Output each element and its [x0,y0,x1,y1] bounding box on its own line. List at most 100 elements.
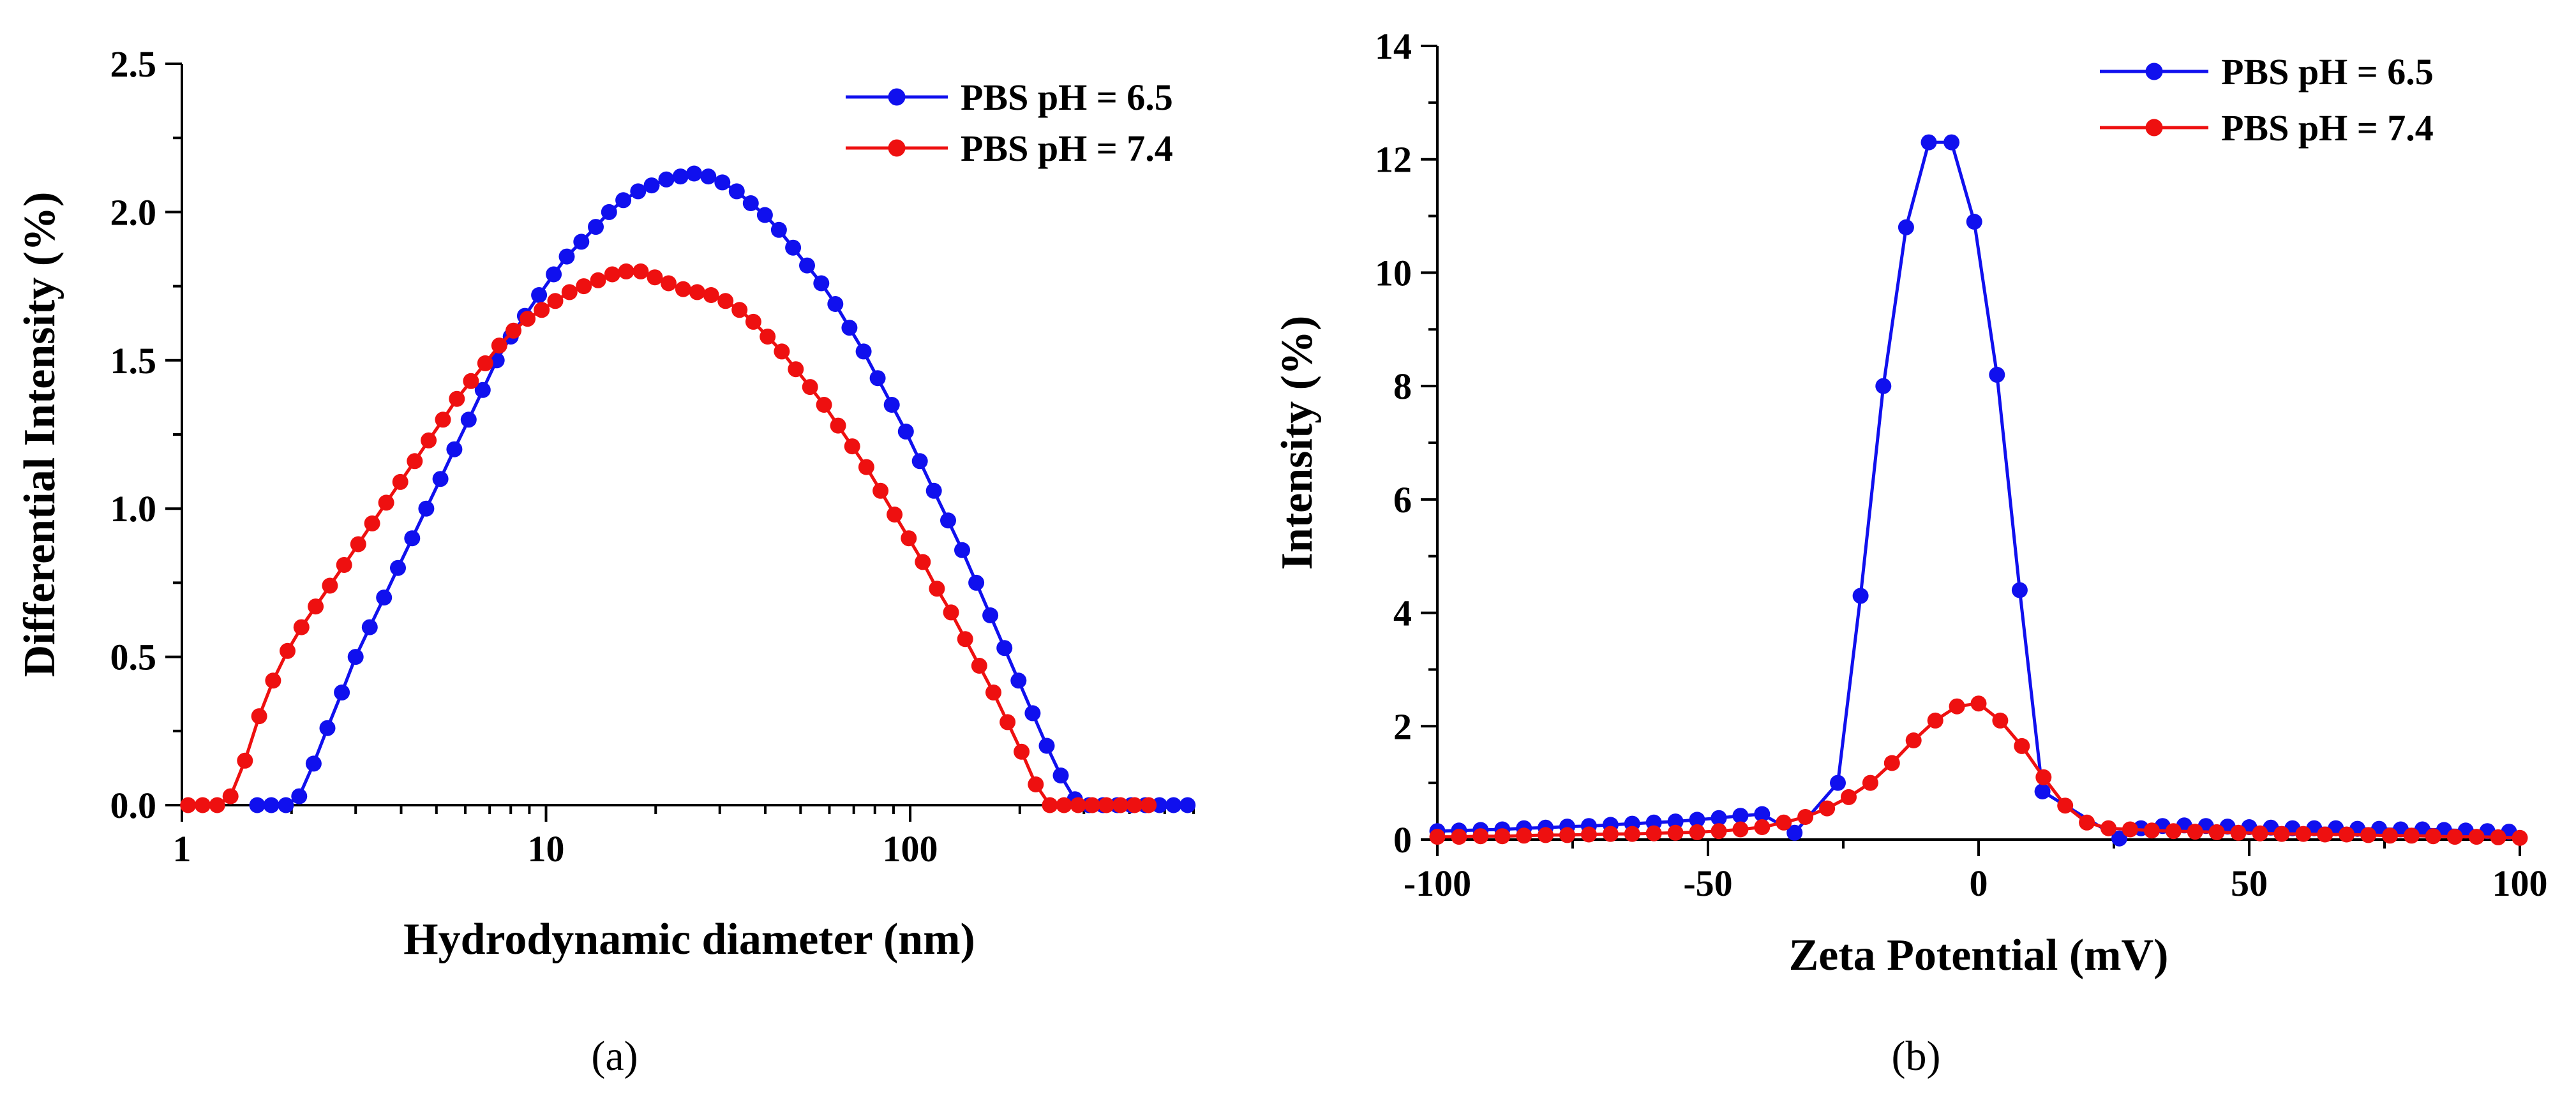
data-point [347,649,364,665]
data-point [1538,827,1554,843]
legend-marker-2 [2145,119,2163,137]
data-point [996,640,1013,656]
legend-label-1: PBS pH = 6.5 [2221,51,2434,93]
data-point [1711,823,1727,840]
data-point [911,453,928,470]
data-point [319,720,336,736]
data-point [2187,824,2203,840]
x-tick-label: -100 [1404,863,1471,904]
data-point [1494,828,1511,845]
data-point [2382,827,2398,844]
data-point [686,165,702,182]
data-point [2295,826,2312,842]
data-point [573,234,590,250]
data-point [1580,826,1597,843]
data-point [2035,769,2052,785]
data-point [1559,827,1575,843]
data-point [1014,743,1030,760]
data-point [802,379,818,396]
data-point [378,494,394,511]
data-point [1028,776,1044,792]
data-point [601,204,617,220]
y-tick-label: 8 [1393,366,1412,407]
data-point [1084,797,1100,813]
data-point [658,171,675,188]
data-point [643,177,660,194]
panel-b-y-axis-title: Intensity (%) [1273,316,1322,570]
data-point [869,370,886,387]
data-point [1862,775,1878,791]
data-point [588,219,604,235]
data-point [2111,830,2127,847]
panel-b-axes: 0 2 4 6 8 10 12 14 -100 -50 0 50 100 [1375,26,2548,904]
y-tick-label: 2 [1393,706,1412,747]
data-point [770,221,787,238]
data-point [872,482,889,499]
data-point [915,554,931,570]
data-point [222,788,239,805]
data-point [971,658,987,674]
data-point [943,604,959,621]
data-point [1165,797,1182,813]
y-tick-label: 6 [1393,479,1412,521]
data-point [278,797,294,813]
data-point [883,397,900,413]
data-point [1602,826,1619,842]
data-point [1429,829,1446,845]
y-tick-label: 0 [1393,819,1412,861]
data-point [647,269,663,286]
panel-a-axes: 0.0 0.5 1.0 1.5 2.0 2.5 1 10 100 [110,43,1195,870]
data-point [1992,712,2009,729]
data-point [1970,695,1987,712]
y-tick-label: 2.5 [110,43,157,85]
data-point [830,417,846,434]
data-point [418,500,435,517]
data-point [901,530,917,547]
data-point [2446,829,2463,845]
data-point [2425,828,2441,845]
data-point [925,482,942,499]
series-line-1 [1437,140,2510,840]
data-point [858,459,874,475]
data-point [1921,134,1937,151]
data-point [1516,827,1532,844]
data-point [1754,819,1771,835]
data-point [1852,588,1869,604]
data-point [534,302,550,318]
data-point [954,542,970,558]
panel-b-series-group [1429,134,2528,847]
data-point [491,337,507,354]
data-point [985,684,1001,701]
data-point [558,248,575,265]
panel-a-label: (a) [591,1033,638,1079]
data-point [774,343,790,360]
data-point [1689,812,1705,828]
x-tick-label: -50 [1683,863,1732,904]
data-point [1042,797,1058,813]
data-point [364,515,380,531]
data-point [265,672,281,689]
data-point [546,266,562,283]
panel-a-x-axis-title: Hydrodynamic diameter (nm) [403,915,975,964]
data-point [1624,826,1640,842]
data-point [633,263,649,279]
data-point [855,343,872,360]
data-point [576,278,592,295]
data-point [827,296,844,312]
data-point [1754,806,1771,822]
data-point [2011,582,2028,598]
data-point [520,311,536,327]
data-point [322,577,338,594]
data-point [756,207,773,223]
data-point [263,797,280,813]
data-point [463,373,479,389]
y-tick-label: 4 [1393,593,1412,634]
y-tick-label: 1.0 [110,488,157,530]
data-point [2512,829,2528,846]
data-point [590,272,606,288]
data-point [449,390,465,407]
panel-b-x-axis-title: Zeta Potential (mV) [1789,931,2169,980]
y-tick-label: 1.5 [110,340,157,382]
data-point [291,788,308,805]
